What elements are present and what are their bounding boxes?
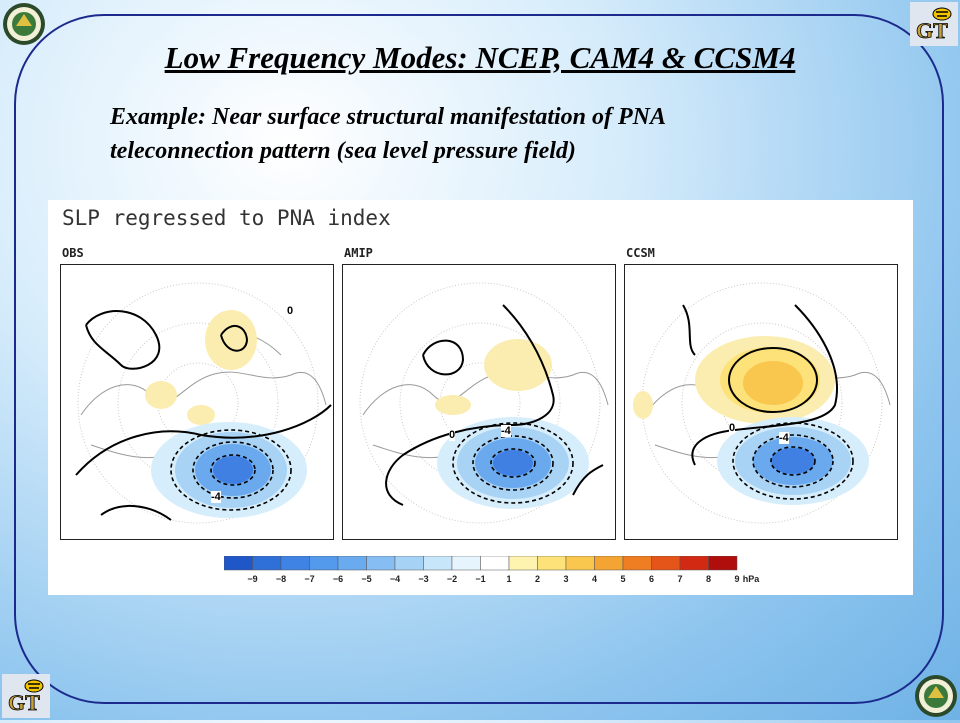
positive-anomaly-areas xyxy=(435,339,552,415)
colorbar-swatch xyxy=(309,556,339,571)
colorbar-swatch xyxy=(708,556,738,571)
contour-lines xyxy=(75,310,332,521)
colorbar-tick-label: −8 xyxy=(275,574,287,584)
colorbar-tick-label: 6 xyxy=(648,574,655,584)
positive-anomaly-areas xyxy=(633,336,835,424)
slide-frame xyxy=(14,14,944,704)
slide-subtitle: Example: Near surface structural manifes… xyxy=(110,100,870,168)
contour-label-zero: 0 xyxy=(729,422,736,434)
polar-grid xyxy=(77,282,319,524)
figure-title: SLP regressed to PNA index xyxy=(62,206,391,230)
negative-anomaly-areas xyxy=(717,417,869,505)
colorbar-tick-label: 7 xyxy=(677,574,683,584)
colorbar-tick-label: 3 xyxy=(563,574,569,584)
colorbar-tick-label: −1 xyxy=(475,574,486,584)
svg-text:GT: GT xyxy=(916,18,948,43)
negative-contours xyxy=(452,422,574,504)
colorbar xyxy=(224,556,738,571)
colorbar-tick-label: −4 xyxy=(389,574,401,584)
colorbar-swatch xyxy=(252,556,282,571)
colorbar-swatch xyxy=(508,556,538,571)
map-panel-obs: 0 -4 xyxy=(60,264,334,540)
slp-regression-figure: SLP regressed to PNA index OBS AMIP CCSM xyxy=(48,200,913,595)
subtitle-line-1: Example: Near surface structural manifes… xyxy=(110,104,667,130)
colorbar-swatch xyxy=(280,556,310,571)
panel-label-obs: OBS xyxy=(62,246,84,260)
colorbar-swatch xyxy=(565,556,595,571)
colorbar-tick-label: 9 xyxy=(734,574,740,584)
slide-title: Low Frequency Modes: NCEP, CAM4 & CCSM4 xyxy=(164,40,796,75)
map-panel-amip: 0 -4 xyxy=(342,264,616,540)
colorbar-swatch xyxy=(594,556,624,571)
colorbar-swatch xyxy=(366,556,396,571)
panel-label-ccsm: CCSM xyxy=(626,246,655,260)
gt-yellowjacket-icon: GT xyxy=(910,2,958,46)
colorbar-swatch xyxy=(480,556,510,571)
colorbar-tick-label: −3 xyxy=(418,574,429,584)
colorbar-swatch xyxy=(224,556,253,571)
colorbar-tick-label: −5 xyxy=(361,574,372,584)
colorbar-tick-label: 4 xyxy=(591,574,598,584)
colorbar-tick-label: −2 xyxy=(446,574,458,584)
contour-label-neg4: -4 xyxy=(211,491,221,503)
colorbar-swatch xyxy=(423,556,453,571)
colorbar-swatch xyxy=(622,556,652,571)
svg-text:GT: GT xyxy=(8,690,40,715)
colorbar-swatch xyxy=(337,556,367,571)
colorbar-tick-label: 1 xyxy=(506,574,512,584)
contour-label-zero: 0 xyxy=(287,305,294,317)
negative-anomaly-areas xyxy=(151,422,307,518)
contour-label-neg4: -4 xyxy=(501,425,511,437)
contour-lines xyxy=(385,304,604,506)
polar-grid xyxy=(359,282,601,524)
panel-label-amip: AMIP xyxy=(344,246,373,260)
negative-anomaly-areas xyxy=(437,417,589,509)
colorbar-tick-label: 2 xyxy=(534,574,541,584)
contour-label-zero: 0 xyxy=(449,429,456,441)
doe-seal-icon xyxy=(2,2,46,46)
positive-anomaly-areas xyxy=(145,310,257,425)
negative-contours xyxy=(732,422,854,500)
gt-yellowjacket-icon: GT xyxy=(2,674,50,718)
colorbar-swatch xyxy=(394,556,424,571)
colorbar-swatch xyxy=(651,556,681,571)
colorbar-swatch xyxy=(679,556,709,571)
colorbar-swatch xyxy=(537,556,567,571)
colorbar-swatch xyxy=(451,556,481,571)
negative-contours xyxy=(170,429,292,511)
colorbar-unit: hPa xyxy=(742,574,760,584)
subtitle-line-2: teleconnection pattern (sea level pressu… xyxy=(110,138,576,164)
contour-label-neg4: -4 xyxy=(779,432,789,444)
colorbar-tick-label: −6 xyxy=(332,574,344,584)
colorbar-tick-label: −9 xyxy=(247,574,258,584)
map-panel-ccsm: 0 -4 xyxy=(624,264,898,540)
colorbar-tick-label: 5 xyxy=(620,574,626,584)
contour-lines xyxy=(682,304,838,466)
colorbar-tick-label: −7 xyxy=(304,574,315,584)
colorbar-tick-label: 8 xyxy=(705,574,712,584)
doe-seal-icon xyxy=(914,674,958,718)
